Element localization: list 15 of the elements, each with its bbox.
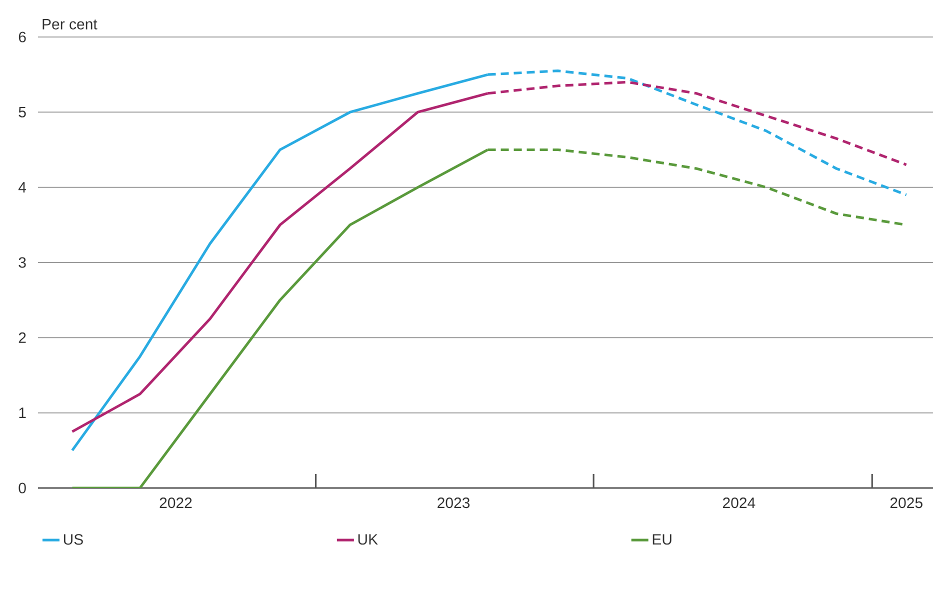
x-tick-label: 2025 (890, 498, 922, 508)
y-tick-label: 1 (19, 408, 26, 418)
legend-label: UK (358, 534, 378, 545)
x-tick-label: 2022 (160, 498, 192, 508)
y-tick-label: 5 (18, 106, 26, 118)
y-tick-label: 3 (18, 257, 26, 268)
legend-label: EU (652, 534, 672, 545)
y-tick-label: 2 (18, 332, 26, 343)
x-tick-label: 2024 (723, 498, 756, 508)
y-axis-title: Per cent (42, 19, 98, 30)
y-tick-label: 4 (18, 182, 26, 192)
y-tick-label: 0 (18, 482, 26, 494)
legend-label: US (64, 534, 83, 545)
y-tick-label: 6 (18, 32, 26, 42)
x-tick-label: 2023 (438, 498, 470, 508)
